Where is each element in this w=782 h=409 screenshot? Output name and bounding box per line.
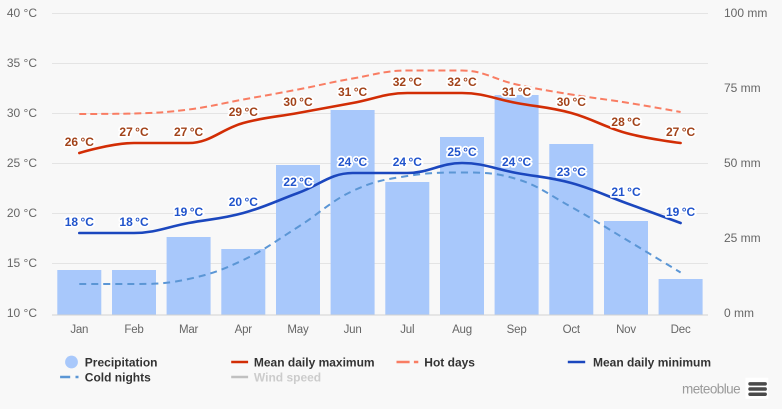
svg-text:20 °C: 20 °C [7, 206, 37, 220]
svg-text:100 mm: 100 mm [724, 6, 767, 20]
svg-text:Mean daily maximum: Mean daily maximum [254, 356, 375, 370]
svg-text:Jul: Jul [400, 324, 414, 336]
svg-text:25 °C: 25 °C [7, 156, 37, 170]
svg-text:25 °C: 25 °C [447, 145, 477, 159]
svg-text:Jan: Jan [70, 324, 88, 336]
svg-text:Cold nights: Cold nights [85, 371, 151, 385]
svg-text:31 °C: 31 °C [502, 85, 532, 99]
svg-text:Feb: Feb [124, 324, 143, 336]
svg-text:21 °C: 21 °C [611, 185, 641, 199]
svg-text:19 °C: 19 °C [174, 205, 204, 219]
svg-text:30 °C: 30 °C [7, 106, 37, 120]
svg-text:Mean daily minimum: Mean daily minimum [593, 356, 711, 370]
svg-text:32 °C: 32 °C [393, 75, 423, 89]
svg-text:24 °C: 24 °C [502, 155, 532, 169]
svg-text:26 °C: 26 °C [65, 135, 95, 149]
svg-text:Wind speed: Wind speed [254, 371, 321, 385]
svg-text:Jun: Jun [344, 324, 362, 336]
svg-text:27 °C: 27 °C [119, 125, 149, 139]
svg-text:29 °C: 29 °C [229, 105, 259, 119]
svg-text:24 °C: 24 °C [338, 155, 368, 169]
svg-text:28 °C: 28 °C [611, 115, 641, 129]
svg-text:Nov: Nov [616, 324, 636, 336]
svg-text:May: May [287, 324, 309, 336]
svg-text:Oct: Oct [563, 324, 581, 336]
svg-text:Dec: Dec [671, 324, 691, 336]
svg-text:Apr: Apr [235, 324, 253, 336]
svg-text:27 °C: 27 °C [174, 125, 204, 139]
svg-text:40 °C: 40 °C [7, 6, 37, 20]
svg-text:10 °C: 10 °C [7, 306, 37, 320]
svg-text:0 mm: 0 mm [724, 306, 754, 320]
svg-text:27 °C: 27 °C [666, 125, 696, 139]
svg-text:35 °C: 35 °C [7, 56, 37, 70]
svg-text:30 °C: 30 °C [283, 95, 313, 109]
svg-text:18 °C: 18 °C [65, 215, 95, 229]
svg-text:32 °C: 32 °C [447, 75, 477, 89]
svg-text:Hot days: Hot days [424, 356, 475, 370]
svg-text:18 °C: 18 °C [119, 215, 149, 229]
svg-text:19 °C: 19 °C [666, 205, 696, 219]
svg-text:23 °C: 23 °C [557, 165, 587, 179]
svg-text:25 mm: 25 mm [724, 231, 761, 245]
svg-text:meteoblue: meteoblue [682, 382, 740, 397]
svg-text:22 °C: 22 °C [283, 175, 313, 189]
svg-text:20 °C: 20 °C [229, 195, 259, 209]
svg-text:Precipitation: Precipitation [85, 356, 158, 370]
svg-text:30 °C: 30 °C [557, 95, 587, 109]
svg-text:31 °C: 31 °C [338, 85, 368, 99]
svg-text:50 mm: 50 mm [724, 156, 761, 170]
svg-text:Mar: Mar [179, 324, 199, 336]
svg-text:24 °C: 24 °C [393, 155, 423, 169]
svg-text:75 mm: 75 mm [724, 81, 761, 95]
svg-text:Sep: Sep [507, 324, 527, 336]
svg-text:15 °C: 15 °C [7, 256, 37, 270]
svg-text:Aug: Aug [452, 324, 472, 336]
